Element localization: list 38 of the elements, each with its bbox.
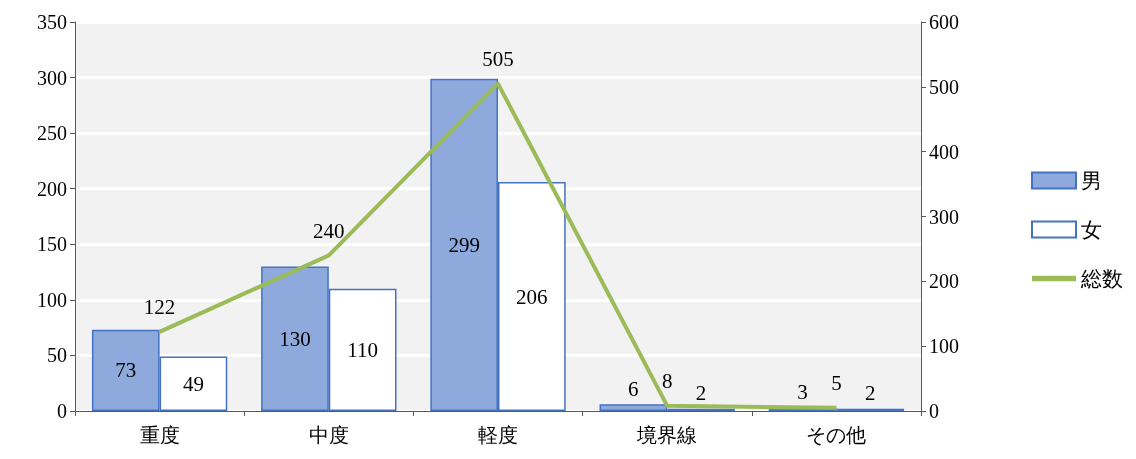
data-label: 2 xyxy=(695,381,707,406)
x-tick-label: 軽度 xyxy=(478,424,518,446)
y-tick-label: 200 xyxy=(37,177,67,200)
legend-label: 男 xyxy=(1081,168,1102,193)
y2-tick-label: 600 xyxy=(929,11,959,33)
y2-tick-label: 500 xyxy=(929,75,959,98)
x-tick-label: 中度 xyxy=(308,424,349,446)
y-tick-label: 350 xyxy=(37,11,67,33)
data-label: 110 xyxy=(347,337,379,362)
y-tick-label: 100 xyxy=(37,288,67,311)
data-label: 6 xyxy=(628,376,639,401)
data-label: 3 xyxy=(797,380,808,405)
y-tick-label: 50 xyxy=(47,344,67,367)
y2-tick-label: 200 xyxy=(929,270,959,293)
x-tick-label: 重度 xyxy=(139,424,180,446)
y2-tick-label: 300 xyxy=(929,205,959,228)
data-label: 299 xyxy=(448,232,480,257)
y2-tick-label: 100 xyxy=(929,335,959,358)
data-label: 206 xyxy=(516,284,548,309)
y-tick-label: 250 xyxy=(37,122,67,145)
data-label: 130 xyxy=(279,326,311,351)
legend-label: 女 xyxy=(1081,217,1102,242)
x-tick-label: その他 xyxy=(806,424,867,446)
y-tick-label: 150 xyxy=(37,233,67,256)
data-label: 73 xyxy=(115,358,137,383)
data-label: 5 xyxy=(831,371,842,396)
y2-tick-label: 400 xyxy=(929,140,959,163)
data-label: 240 xyxy=(313,218,345,243)
y-tick-label: 300 xyxy=(37,66,67,89)
data-label: 2 xyxy=(864,381,876,406)
x-tick-label: 境界線 xyxy=(636,424,698,446)
data-label: 49 xyxy=(182,371,204,396)
y2-tick-label: 0 xyxy=(929,400,939,422)
data-label: 505 xyxy=(482,47,514,72)
data-label: 8 xyxy=(661,369,673,394)
legend-label: 総数 xyxy=(1080,266,1123,291)
data-label: 122 xyxy=(143,295,176,320)
y-tick-label: 0 xyxy=(57,400,67,422)
